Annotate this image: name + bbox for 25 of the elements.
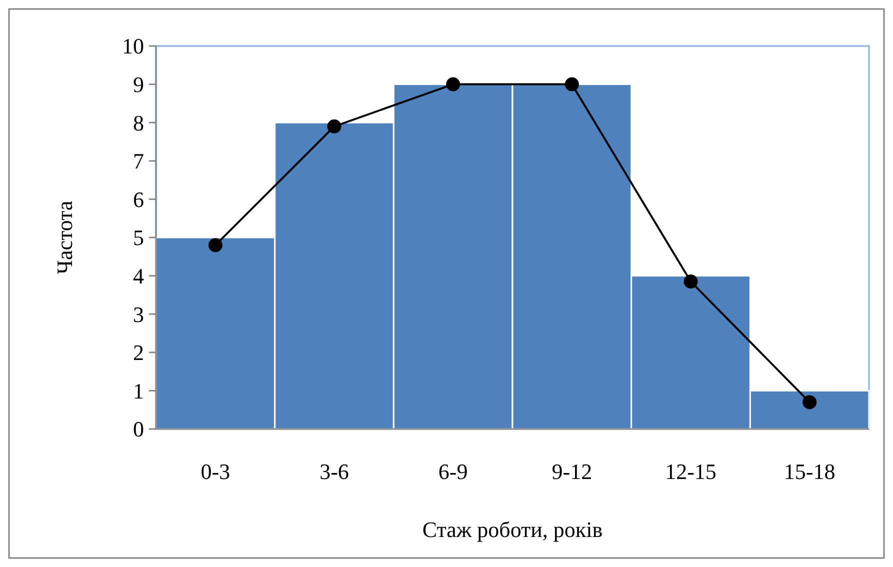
point: [327, 119, 342, 134]
x-tick-label: 3-6: [320, 459, 349, 484]
x-axis-title: Стаж роботи, років: [422, 517, 603, 542]
x-tick-label: 15-18: [784, 459, 836, 484]
y-tick-label: 2: [133, 340, 144, 366]
y-tick-label: 1: [133, 378, 144, 404]
x-tick-label: 9-12: [552, 459, 592, 484]
y-tick-label: 7: [133, 148, 144, 174]
y-tick-label: 10: [122, 34, 144, 59]
y-tick-label: 6: [133, 186, 144, 212]
point: [802, 395, 817, 410]
y-tick-label: 0: [133, 416, 144, 442]
point: [684, 274, 698, 289]
x-tick-label: 6-9: [438, 459, 468, 484]
point: [446, 77, 460, 92]
y-tick-label: 8: [133, 110, 144, 136]
x-tick-label: 12-15: [665, 459, 716, 484]
point: [208, 238, 222, 252]
y-tick-label: 4: [133, 264, 144, 288]
y-axis-title: Частота: [52, 200, 77, 274]
y-tick-label: 3: [133, 302, 144, 327]
x-tick-label: 0-3: [200, 459, 230, 484]
y-tick-label: 5: [133, 225, 144, 250]
point: [564, 77, 579, 92]
y-tick-label: 9: [133, 72, 144, 97]
